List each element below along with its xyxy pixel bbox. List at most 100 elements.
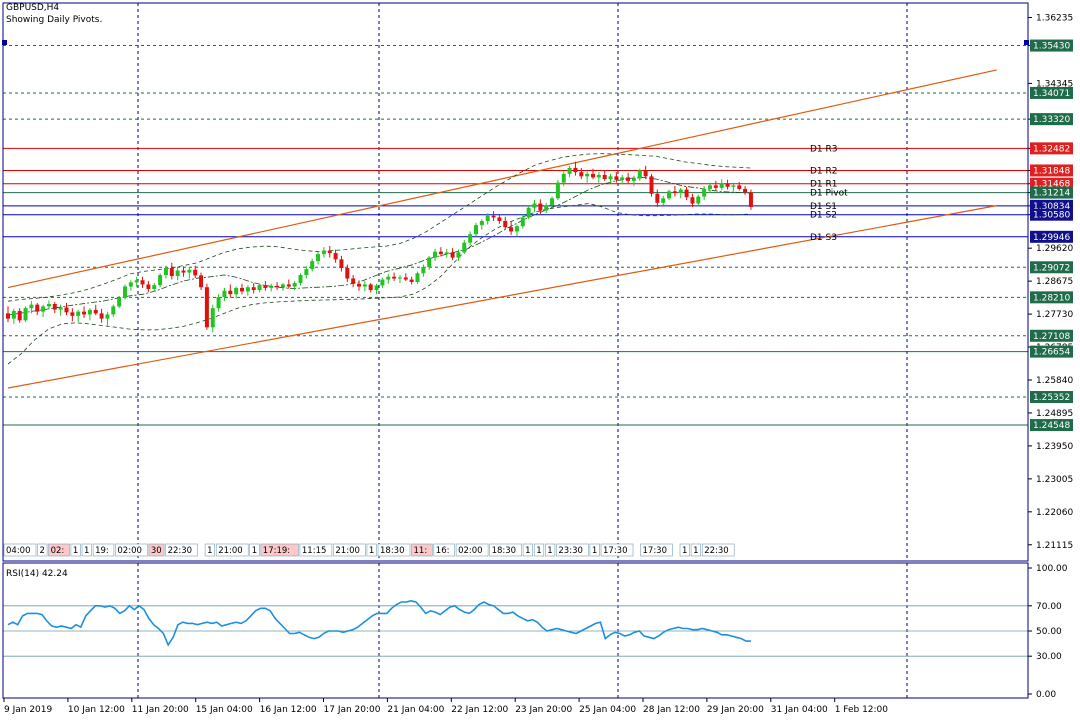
candle-body	[82, 311, 87, 315]
time-separator-label: 1	[525, 546, 530, 556]
candle-body	[608, 176, 613, 180]
time-separator-label: 17:30	[643, 546, 668, 556]
candle-body	[620, 177, 625, 180]
time-separator-box	[522, 543, 533, 557]
time-separator-box	[333, 543, 366, 557]
candle	[368, 283, 373, 293]
candle-body	[310, 261, 315, 270]
candle	[199, 272, 204, 291]
time-separator-box	[148, 543, 165, 557]
candle	[210, 304, 215, 333]
candle	[93, 304, 98, 316]
candle-body	[474, 225, 478, 235]
candle	[339, 255, 344, 272]
price-tick-label: 1.36235	[1036, 13, 1073, 23]
candle-body	[111, 306, 116, 315]
candle	[672, 186, 677, 197]
pivot-label: D1 S2	[810, 211, 837, 221]
candle-body	[532, 203, 537, 208]
candle	[175, 268, 180, 281]
time-separator-box	[377, 543, 411, 557]
time-separator-box	[215, 543, 249, 557]
pivot-label: D1 R3	[810, 144, 838, 154]
candle	[561, 171, 566, 187]
candle-body	[485, 215, 490, 221]
time-tick-label: 28 Jan 12:00	[643, 705, 700, 715]
candle	[614, 172, 619, 183]
candle-body	[345, 268, 350, 279]
candle-body	[228, 290, 233, 295]
candle	[456, 249, 461, 262]
pivot-label: D1 Pivot	[810, 189, 848, 199]
time-separator-box	[92, 543, 115, 557]
candle-body	[544, 205, 549, 211]
candle	[163, 265, 168, 279]
bollinger-lower	[7, 203, 751, 365]
time-separator-box	[679, 543, 690, 557]
candle	[298, 273, 303, 286]
candle-body	[602, 174, 607, 180]
candle-body	[123, 286, 127, 298]
time-separator-box	[366, 543, 377, 557]
candle	[532, 200, 537, 213]
candle	[82, 306, 87, 318]
candle-body	[743, 188, 748, 193]
candle-body	[520, 217, 525, 227]
candle-body	[415, 273, 420, 282]
candle-body	[35, 304, 40, 312]
candle	[450, 248, 455, 261]
candle	[99, 308, 104, 323]
candle	[725, 179, 730, 190]
candle	[23, 306, 28, 323]
time-separator-label: 22:30	[704, 546, 729, 556]
candle	[245, 285, 250, 296]
price-box-label: 1.31468	[1033, 180, 1070, 190]
pivot-label: D1 R1	[810, 180, 838, 190]
candle-body	[222, 290, 227, 297]
candle	[345, 264, 350, 282]
time-separator-label: 1	[536, 546, 541, 556]
candle	[713, 180, 718, 191]
candle-body	[333, 253, 338, 260]
candle	[538, 199, 543, 214]
candle-body	[64, 307, 69, 313]
candle	[702, 186, 707, 201]
scroll-marker-right[interactable]	[1024, 40, 1029, 45]
rsi-window-frame	[2, 562, 1029, 699]
candle-body	[204, 287, 209, 328]
scroll-marker-left[interactable]	[2, 40, 7, 45]
candle-body	[280, 284, 285, 288]
candle	[234, 286, 239, 299]
candle	[6, 306, 10, 323]
price-tick-label: 1.23005	[1036, 475, 1073, 485]
price-box	[1030, 261, 1073, 274]
candle	[637, 168, 642, 181]
time-separator-label: 02:00	[458, 546, 483, 556]
candle	[280, 283, 285, 291]
time-separator-label: 11:15	[302, 546, 327, 556]
candle	[731, 182, 736, 192]
candle-body	[690, 197, 695, 204]
candle	[105, 311, 110, 326]
candle	[678, 187, 683, 199]
candle	[748, 189, 753, 210]
time-separator-box	[589, 543, 600, 557]
candle	[415, 271, 420, 284]
time-separator-box	[690, 543, 701, 557]
candle	[152, 283, 157, 292]
pivot-label: D1 R2	[810, 166, 838, 176]
subtitle-label: Showing Daily Pivots.	[6, 15, 103, 25]
candle	[474, 222, 478, 237]
candle	[292, 280, 297, 291]
rsi-tick-label: 100.00	[1036, 564, 1068, 574]
candle	[596, 172, 601, 183]
time-separator-box	[533, 543, 545, 557]
time-separator-label: 1	[547, 546, 552, 556]
price-box	[1030, 230, 1073, 243]
time-separator-label: 22:30	[168, 546, 193, 556]
candle	[743, 186, 748, 195]
candle	[70, 308, 75, 322]
candle	[275, 282, 280, 291]
candle-body	[245, 287, 250, 292]
candle-body	[462, 242, 467, 253]
